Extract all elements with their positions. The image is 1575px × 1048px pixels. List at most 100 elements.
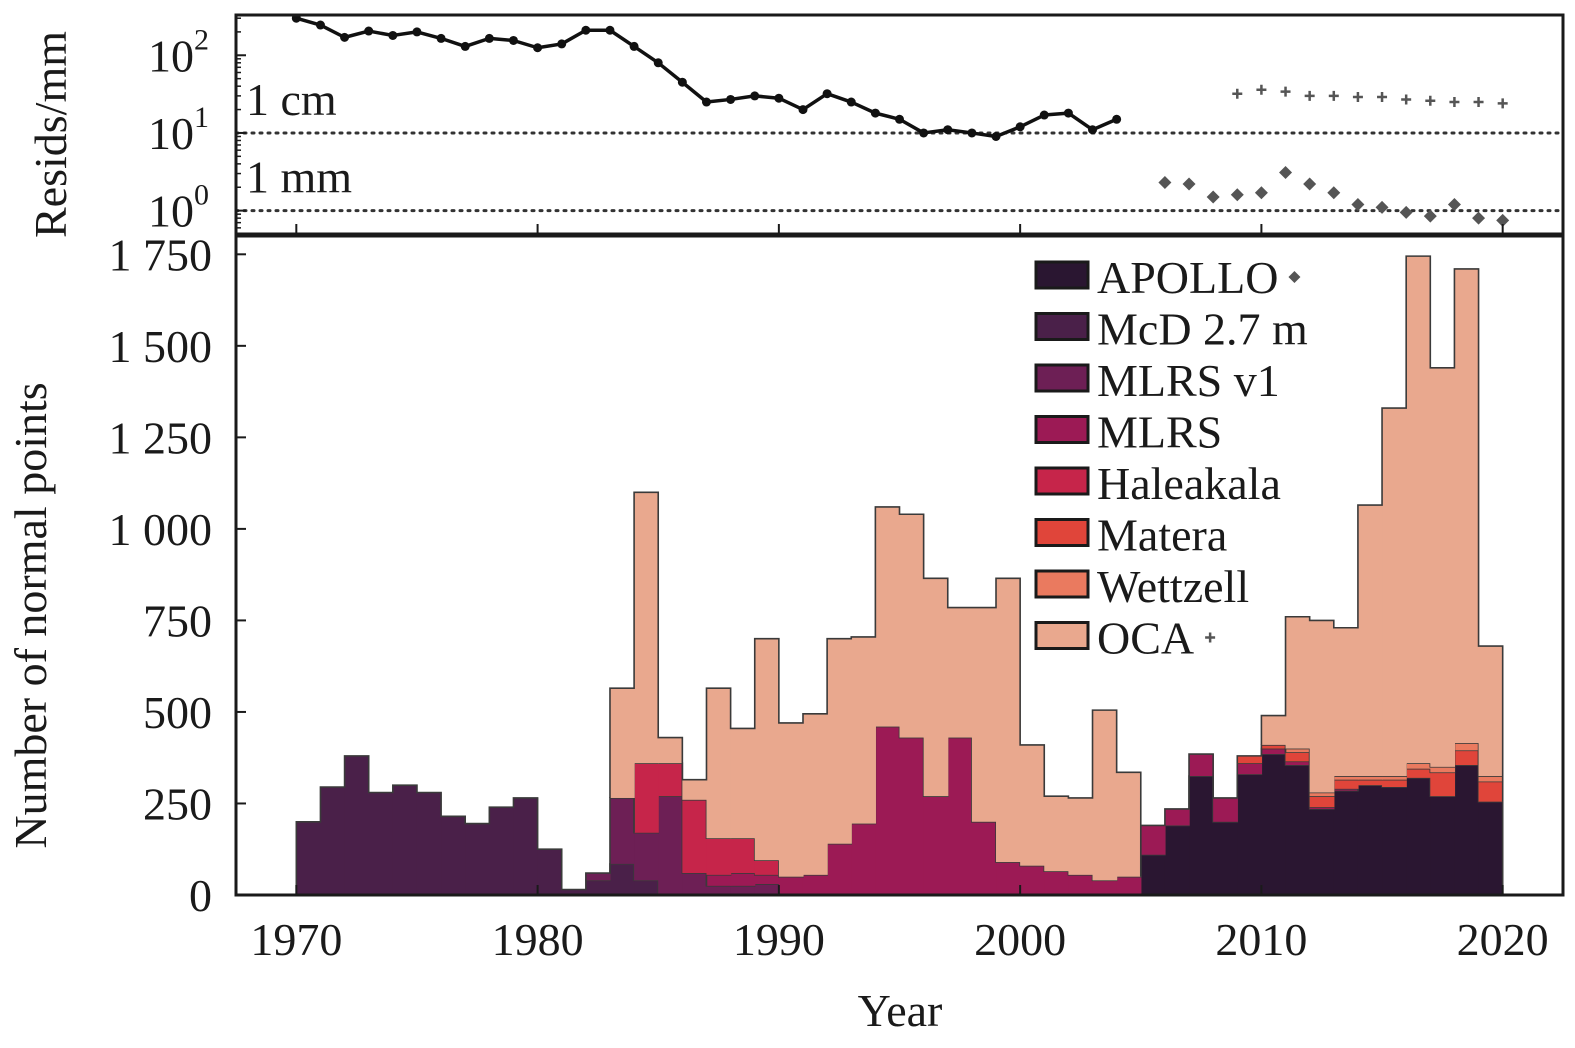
histogram-bar	[1357, 785, 1383, 895]
histogram-bar	[1382, 786, 1407, 895]
histogram-bar	[1285, 761, 1311, 766]
histogram-bar	[1406, 768, 1431, 778]
oca-residual-point	[1304, 90, 1315, 101]
x-tick-label: 1970	[250, 914, 342, 965]
histogram-bar	[1140, 854, 1166, 895]
histogram-bar	[1044, 796, 1069, 872]
histogram-bar	[1454, 750, 1480, 766]
histogram-bar	[609, 863, 635, 895]
oca-residual-point	[1280, 86, 1291, 97]
apollo-residual-point	[1472, 211, 1486, 225]
histogram-bar	[971, 607, 997, 822]
histogram-bar	[996, 862, 1021, 895]
oca-residual-point	[1256, 84, 1267, 95]
histogram-bar	[754, 860, 780, 875]
residuals-axes: 102 101 100	[148, 17, 1504, 237]
histogram-bar	[1357, 776, 1383, 780]
histogram-bar	[1406, 777, 1431, 895]
residual-point	[919, 128, 929, 138]
histogram-bar	[658, 796, 683, 895]
histogram-bar	[802, 713, 828, 875]
residual-point	[653, 58, 663, 68]
residual-point	[822, 89, 832, 99]
series-oca	[609, 255, 1504, 881]
legend-swatch	[1034, 260, 1090, 290]
histogram-bar	[465, 823, 490, 895]
histogram-bar	[1261, 748, 1287, 755]
histogram-bar	[923, 578, 949, 797]
histogram-bar	[1189, 754, 1214, 777]
histogram-bar	[1357, 779, 1383, 786]
histogram-bar	[1213, 797, 1238, 822]
residual-point	[870, 108, 880, 118]
apollo-residual-point	[1230, 188, 1244, 202]
residual-point	[364, 26, 374, 36]
residual-point	[798, 105, 808, 115]
legend-label: MLRS v1	[1097, 355, 1280, 406]
legend-swatch	[1034, 569, 1090, 599]
histogram-bar	[1430, 796, 1456, 895]
residual-point	[315, 20, 325, 30]
histogram-bar	[1164, 808, 1190, 826]
histogram-bar	[1430, 772, 1456, 797]
histogram-bar	[1261, 744, 1287, 749]
histogram-bar	[1285, 765, 1311, 895]
residual-point	[943, 125, 953, 135]
histogram-bar	[1309, 808, 1335, 895]
apollo-residual-point	[1206, 190, 1220, 204]
residual-point	[629, 41, 639, 51]
reference-line-label: 1 mm	[246, 152, 352, 203]
histogram-bar	[706, 688, 732, 839]
apollo-residual-point	[1327, 186, 1341, 200]
legend-label: Haleakala	[1097, 458, 1281, 509]
legend-diamond-marker	[1288, 271, 1301, 283]
oca-residual-point	[1328, 90, 1339, 101]
legend-label: Wettzell	[1097, 561, 1249, 612]
residual-point	[388, 30, 398, 40]
apollo-residual-point	[1279, 165, 1293, 179]
histogram-bar	[947, 737, 973, 895]
histogram-bar	[1454, 765, 1480, 895]
histogram-bar	[875, 506, 901, 727]
histogram-bar	[1213, 821, 1238, 895]
legend-label: McD 2.7 m	[1097, 304, 1308, 355]
histogram-bar	[585, 880, 611, 895]
residual-point	[460, 41, 470, 51]
legend-label: MLRS	[1097, 407, 1222, 458]
residual-point	[701, 97, 711, 107]
histogram-bar	[706, 885, 732, 895]
apollo-residual-point	[1303, 177, 1317, 191]
histogram-bar	[634, 832, 659, 881]
residual-point	[726, 94, 736, 104]
residual-point	[677, 77, 687, 87]
residual-point	[1015, 122, 1025, 132]
histogram-bar	[1406, 763, 1431, 769]
histogram-bar	[1333, 627, 1359, 777]
histogram-bar	[537, 849, 563, 895]
histogram-bar	[827, 638, 852, 844]
histogram-bar	[1382, 776, 1407, 780]
histogram-bar	[778, 722, 804, 877]
residual-point	[412, 27, 422, 37]
histogram-bar	[320, 786, 346, 895]
histogram-bar	[851, 823, 876, 895]
legend-swatch	[1034, 518, 1090, 547]
histogram-bar	[1116, 772, 1142, 877]
histogram-bar	[1333, 790, 1359, 895]
histogram-bar	[1406, 256, 1431, 764]
y-tick-label: 1 000	[109, 504, 213, 555]
residuals-plot-frame	[234, 13, 1565, 236]
histogram-bar	[1237, 774, 1263, 895]
y-tick-label: 750	[143, 595, 212, 646]
histogram-bar	[634, 880, 659, 895]
histogram-bar	[1285, 616, 1311, 749]
residuals-panel: 1 cm 1 mm 102 101 100 Resids/mm	[25, 13, 1565, 238]
histogram-bar	[730, 838, 756, 874]
apollo-residual-point	[1399, 205, 1413, 219]
histogram-bar	[947, 607, 973, 738]
residual-series	[291, 13, 1510, 227]
histogram-bar	[1140, 825, 1166, 855]
histogram-bar	[1357, 505, 1383, 777]
residual-point	[533, 43, 543, 53]
